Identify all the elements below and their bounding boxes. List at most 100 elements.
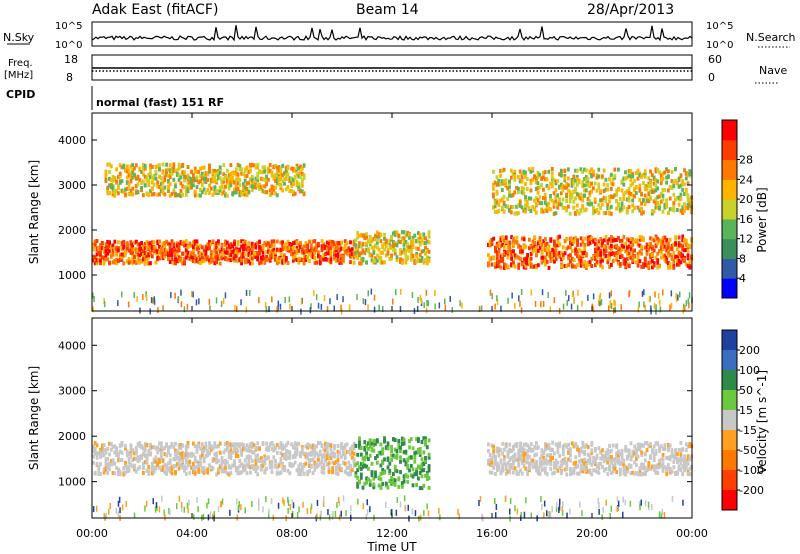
heatmap-cell [613, 167, 617, 172]
heatmap-cell [213, 175, 217, 180]
heatmap-cell [233, 258, 236, 263]
heatmap-cell [320, 465, 324, 470]
heatmap-cell [292, 166, 295, 171]
heatmap-cell [545, 461, 549, 466]
heatmap-cell [125, 246, 129, 251]
heatmap-cell [506, 255, 510, 260]
heatmap-cell [395, 230, 399, 235]
heatmap-cell [579, 458, 583, 463]
heatmap-cell [367, 248, 370, 253]
heatmap-cell [327, 466, 331, 471]
heatmap-cell [574, 264, 578, 269]
heatmap-cell [158, 256, 161, 261]
heatmap-cell [225, 240, 229, 245]
heatmap-cell [175, 248, 179, 253]
heatmap-cell [300, 258, 304, 262]
heatmap-cell [284, 443, 288, 448]
heatmap-cell [293, 240, 297, 245]
heatmap-cell [535, 465, 538, 470]
heatmap-cell [175, 193, 179, 198]
heatmap-cell [250, 450, 254, 455]
heatmap-cell [661, 446, 665, 451]
heatmap-cell [506, 197, 510, 201]
heatmap-cell [247, 259, 251, 264]
heatmap-cell [240, 462, 243, 467]
heatmap-cell [254, 459, 258, 464]
heatmap-cell [352, 458, 356, 463]
heatmap-cell [302, 463, 306, 468]
heatmap-cell [161, 458, 165, 463]
heatmap-cell [494, 264, 497, 269]
heatmap-cell [95, 258, 99, 262]
heatmap-cell [626, 245, 629, 250]
heatmap-cell [102, 467, 106, 472]
heatmap-cell [256, 465, 260, 470]
heatmap-cell [192, 247, 195, 252]
heatmap-cell [595, 248, 599, 253]
heatmap-cell [177, 466, 181, 471]
heatmap-cell [543, 170, 547, 175]
heatmap-cell [545, 459, 549, 464]
heatmap-cell [590, 442, 594, 447]
heatmap-cell [279, 177, 283, 182]
heatmap-feature-midday_patch [354, 436, 431, 491]
heatmap-cell [492, 192, 495, 197]
heatmap-cell [359, 261, 363, 266]
heatmap-cell [676, 452, 679, 457]
heatmap-cell [300, 247, 304, 252]
heatmap-cell [427, 249, 431, 254]
heatmap-cell [656, 195, 660, 200]
heatmap-cell [104, 465, 108, 470]
heatmap-cell [647, 199, 651, 204]
heatmap-cell [542, 170, 545, 175]
heatmap-cell [299, 472, 302, 477]
heatmap-cell [622, 259, 626, 263]
heatmap-cell [299, 175, 302, 180]
heatmap-cell [499, 254, 503, 259]
heatmap-cell [242, 463, 245, 468]
heatmap-cell [597, 466, 601, 471]
heatmap-cell [225, 471, 229, 476]
heatmap-cell [635, 448, 638, 453]
heatmap-cell [592, 208, 595, 213]
heatmap-cell [99, 253, 102, 258]
heatmap-cell [277, 248, 281, 253]
heatmap-cell [222, 177, 226, 182]
heatmap-cell [595, 173, 599, 178]
heatmap-cell [284, 173, 288, 178]
heatmap-cell [683, 202, 686, 207]
heatmap-cell [665, 248, 669, 253]
heatmap-cell [306, 442, 310, 447]
heatmap-cell [547, 253, 551, 258]
heatmap-cell [575, 177, 579, 182]
heatmap-cell [240, 442, 243, 447]
heatmap-cell [152, 176, 156, 181]
heatmap-cell [125, 164, 129, 169]
noise-cell [562, 303, 565, 310]
heatmap-cell [681, 205, 685, 210]
heatmap-cell [254, 165, 258, 170]
heatmap-cell [358, 465, 361, 470]
heatmap-cell [533, 240, 537, 245]
heatmap-cell [593, 209, 597, 214]
heatmap-cell [550, 167, 554, 171]
heatmap-cell [531, 205, 535, 210]
heatmap-cell [569, 253, 572, 258]
heatmap-cell [672, 208, 676, 213]
heatmap-cell [586, 201, 590, 206]
heatmap-cell [184, 185, 188, 190]
heatmap-cell [545, 251, 549, 256]
heatmap-cell [104, 249, 108, 254]
heatmap-cell [512, 236, 515, 241]
heatmap-cell [515, 254, 519, 259]
heatmap-cell [118, 258, 122, 262]
heatmap-cell [320, 469, 324, 474]
heatmap-cell [535, 250, 538, 255]
heatmap-cell [270, 253, 274, 258]
heatmap-cell [186, 454, 190, 459]
heatmap-cell [592, 169, 595, 174]
heatmap-cell [206, 188, 210, 193]
heatmap-cell [184, 255, 188, 260]
heatmap-cell [242, 241, 245, 245]
heatmap-cell [215, 250, 218, 255]
